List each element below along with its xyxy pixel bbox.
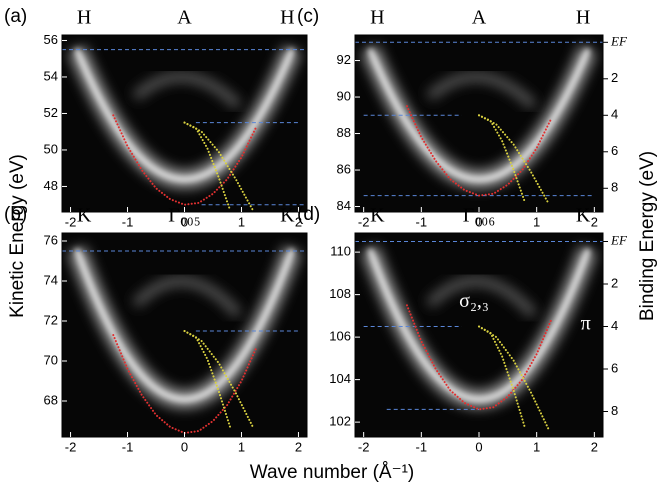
x-tick-label: -1 <box>122 439 134 454</box>
symmetry-point: A <box>472 7 487 29</box>
spectrum <box>62 233 307 437</box>
y2-tick-label: 8 <box>611 403 618 418</box>
symmetry-point: K <box>280 205 295 227</box>
band-dispersion <box>478 114 550 204</box>
y-tick-label: 104 <box>329 371 351 386</box>
panel: -2 -1 0 1 2 68 70 72 74 76 (b) K Γ₀₀₅ K <box>4 204 308 454</box>
panel-label: (a) <box>4 6 27 27</box>
x-tick-label: 0 <box>181 439 188 454</box>
x-tick-label: 2 <box>591 439 598 454</box>
y2-tick-label: 2 <box>611 275 618 290</box>
intensity-core <box>367 248 591 402</box>
symmetry-point: H <box>576 7 590 29</box>
panel: -2 -1 0 1 2 48 50 52 54 56 (a) H A H <box>4 6 308 229</box>
y2-tick-label: EF <box>610 232 628 247</box>
y-tick-label: 88 <box>337 125 351 140</box>
y-tick-label: 90 <box>337 88 351 103</box>
x-axis-label: Wave number (Å⁻¹) <box>250 462 415 483</box>
x-tick-label: 1 <box>238 439 245 454</box>
band-dispersion <box>405 105 553 197</box>
panel-label: (c) <box>297 6 319 27</box>
y-tick-label: 48 <box>44 178 58 193</box>
band-dispersion <box>478 114 527 204</box>
x-tick-label: 0 <box>475 439 482 454</box>
y-tick-label: 74 <box>44 272 58 287</box>
y-tick-label: 54 <box>44 68 58 83</box>
band-dispersion <box>405 304 553 411</box>
band-dispersion <box>478 325 527 430</box>
symmetry-point: H <box>77 7 91 29</box>
symmetry-point: K <box>77 205 92 227</box>
x-tick-label: -2 <box>358 439 370 454</box>
symmetry-point: K <box>576 205 591 227</box>
y-tick-label: 72 <box>44 312 58 327</box>
y-tick-label: 56 <box>44 32 58 47</box>
y-tick-label: 68 <box>44 392 58 407</box>
y-tick-label: 86 <box>337 161 351 176</box>
x-tick-label: -2 <box>358 214 370 229</box>
x-tick-label: 0 <box>475 214 482 229</box>
y2-tick-label: EF <box>610 33 628 48</box>
intensity-core <box>74 48 295 182</box>
spectrum <box>355 35 603 212</box>
band-dispersion <box>183 330 254 428</box>
band-annotation: π <box>581 312 591 334</box>
intensity-inner <box>426 71 538 110</box>
intensity-core <box>367 48 591 182</box>
panel: -2 -1 0 1 2 84 86 88 90 92 EF 2 4 6 8 (c) H A H <box>297 6 628 229</box>
spectrum <box>355 233 603 437</box>
intensity-inner <box>132 71 242 110</box>
x-tick-label: -2 <box>65 439 77 454</box>
band-dispersion <box>183 121 254 212</box>
x-tick-label: -2 <box>65 214 77 229</box>
spectrum <box>62 35 307 212</box>
x-tick-label: 1 <box>533 439 540 454</box>
y2-tick-label: 4 <box>611 107 618 122</box>
y-tick-label: 92 <box>337 52 351 67</box>
symmetry-point: Γ₀₀₅ <box>168 205 200 227</box>
y2-axis-label: Binding Energy (eV) <box>637 151 658 321</box>
panel-label: (b) <box>4 204 27 225</box>
y-tick-label: 102 <box>329 414 351 429</box>
x-tick-label: -1 <box>122 214 134 229</box>
x-tick-label: 2 <box>591 214 598 229</box>
y-tick-label: 106 <box>329 329 351 344</box>
x-tick-label: -1 <box>416 214 428 229</box>
symmetry-point: H <box>280 7 294 29</box>
y-tick-label: 70 <box>44 352 58 367</box>
x-tick-label: 1 <box>238 214 245 229</box>
symmetry-point: A <box>177 7 192 29</box>
band-annotation: σ₂,₃ <box>459 290 489 312</box>
band-dispersion <box>478 325 550 430</box>
symmetry-point: K <box>370 205 385 227</box>
panel-label: (d) <box>297 204 320 225</box>
intensity-inner <box>131 276 243 318</box>
y-tick-label: 110 <box>330 244 351 259</box>
y-tick-label: 108 <box>329 286 351 301</box>
x-tick-label: 2 <box>295 214 302 229</box>
y2-tick-label: 8 <box>611 180 618 195</box>
y-axis-label: Kinetic Energy (eV) <box>7 154 28 318</box>
y2-tick-label: 6 <box>611 143 618 158</box>
x-tick-label: 0 <box>181 214 188 229</box>
x-tick-label: 1 <box>533 214 540 229</box>
intensity-inner <box>425 276 538 318</box>
band-dispersion <box>183 121 232 212</box>
x-tick-label: -1 <box>416 439 428 454</box>
symmetry-point: H <box>370 7 384 29</box>
y-tick-label: 76 <box>44 232 58 247</box>
intensity-core <box>74 248 295 402</box>
y-tick-label: 50 <box>44 141 58 156</box>
x-tick-label: 2 <box>295 439 302 454</box>
y2-tick-label: 2 <box>611 70 618 85</box>
y-tick-label: 52 <box>44 105 58 120</box>
symmetry-point: Γ₀₀₆ <box>463 205 496 227</box>
y2-tick-label: 6 <box>611 360 618 375</box>
y-tick-label: 84 <box>337 198 351 213</box>
y2-tick-label: 4 <box>611 318 618 333</box>
